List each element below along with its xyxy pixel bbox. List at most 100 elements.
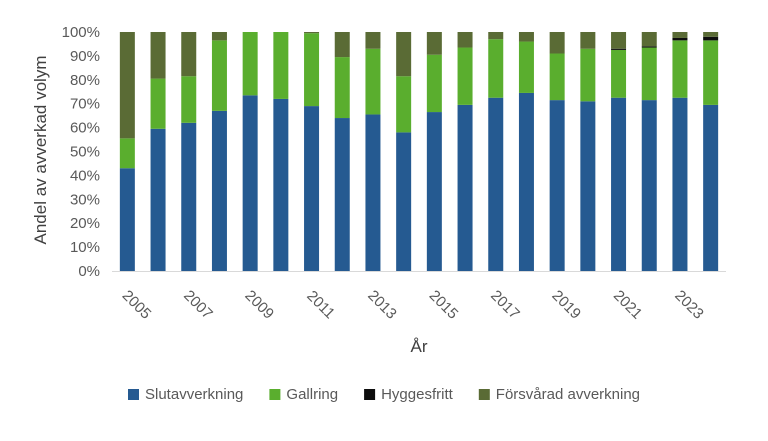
x-tick-label: 2021: [610, 287, 646, 323]
bar-segment-försvårad-avverkning-2012: [334, 32, 350, 58]
bar-segment-försvårad-avverkning-2007: [181, 32, 197, 77]
bar-segment-slutavverkning-2014: [396, 132, 412, 271]
bar-segment-slutavverkning-2009: [242, 95, 258, 271]
y-tick-label: 90%: [70, 48, 100, 65]
bar-segment-försvårad-avverkning-2006: [150, 32, 166, 79]
bar-segment-gallring-2019: [549, 53, 565, 101]
y-tick-label: 100%: [62, 24, 100, 41]
legend-label: Försvårad avverkning: [496, 386, 640, 403]
bar-segment-slutavverkning-2018: [518, 92, 534, 271]
bar-segment-slutavverkning-2019: [549, 100, 565, 272]
bar-segment-gallring-2024: [703, 40, 719, 105]
y-tick-label: 50%: [70, 144, 100, 161]
bar-segment-gallring-2021: [611, 49, 627, 98]
bar-segment-hyggesfritt-2023: [672, 37, 688, 41]
y-axis: 0% 10% 20% 30% 40% 50% 60% 70% 80% 90% 100%: [62, 24, 100, 280]
y-tick-label: 20%: [70, 215, 100, 232]
bar-segment-slutavverkning-2023: [672, 97, 688, 271]
y-tick-label: 30%: [70, 191, 100, 208]
bar-segment-slutavverkning-2005: [119, 168, 135, 271]
y-axis-title: Andel av avverkad volym: [31, 56, 50, 245]
y-tick-label: 40%: [70, 167, 100, 184]
bar-segment-slutavverkning-2012: [334, 118, 350, 271]
x-axis: 2005 2007 2009 2011 2013 2015 2017 2019 2021 2023: [112, 271, 726, 323]
x-tick-label: 2007: [180, 287, 216, 323]
x-tick-label: 2019: [548, 287, 584, 323]
x-tick-label: 2011: [303, 287, 338, 322]
bar-segment-försvårad-avverkning-2023: [672, 32, 688, 38]
bar-segment-slutavverkning-2022: [641, 100, 657, 272]
x-tick-label: 2009: [241, 287, 277, 323]
bar-segment-slutavverkning-2011: [304, 106, 320, 271]
bar-segment-slutavverkning-2008: [211, 110, 227, 272]
legend-item: Gallring: [269, 386, 338, 403]
bar-segment-slutavverkning-2006: [150, 128, 166, 271]
bar-segment-slutavverkning-2013: [365, 114, 381, 271]
x-tick-label: 2017: [487, 287, 523, 323]
legend-label: Gallring: [286, 386, 338, 403]
x-tick-label: 2005: [119, 287, 155, 323]
x-tick-label: 2015: [426, 287, 462, 323]
bar-segment-gallring-2017: [488, 39, 504, 98]
bar-segment-försvårad-avverkning-2013: [365, 32, 381, 49]
bar-segment-försvårad-avverkning-2005: [119, 32, 135, 139]
legend-swatch: [128, 389, 139, 400]
legend-item: Hyggesfritt: [364, 386, 454, 403]
bar-segment-slutavverkning-2017: [488, 97, 504, 271]
bar-segment-slutavverkning-2010: [273, 98, 289, 271]
bar-segment-gallring-2010: [273, 32, 289, 99]
bar-segment-gallring-2018: [518, 41, 534, 93]
bar-segment-gallring-2020: [580, 48, 596, 102]
legend-swatch: [269, 389, 281, 400]
bar-segment-slutavverkning-2016: [457, 104, 473, 272]
bar-segment-försvårad-avverkning-2008: [211, 32, 227, 41]
legend-swatch: [478, 389, 490, 400]
bar-segment-gallring-2014: [396, 76, 412, 133]
bar-segment-försvårad-avverkning-2015: [426, 32, 442, 55]
x-tick-label: 2013: [364, 287, 400, 323]
bar-segment-gallring-2009: [242, 32, 258, 96]
legend-label: Slutavverkning: [145, 386, 243, 403]
bar-segment-försvårad-avverkning-2021: [611, 32, 627, 49]
x-tick-label: 2023: [671, 287, 707, 323]
bar-segment-gallring-2011: [304, 33, 320, 107]
bar-segment-gallring-2005: [119, 138, 135, 169]
bar-segment-hyggesfritt-2022: [641, 46, 657, 48]
bar-segment-gallring-2022: [641, 47, 657, 101]
legend-swatch: [364, 389, 376, 400]
x-axis-title: År: [411, 337, 428, 356]
bar-segment-slutavverkning-2024: [703, 104, 719, 272]
legend-item: Försvårad avverkning: [478, 386, 640, 403]
bar-segment-slutavverkning-2015: [426, 112, 442, 271]
y-tick-label: 80%: [70, 72, 100, 89]
bar-segment-gallring-2012: [334, 57, 350, 119]
legend-label: Hyggesfritt: [381, 386, 454, 403]
legend-item: Slutavverkning: [128, 386, 243, 403]
bar-segment-försvårad-avverkning-2020: [580, 32, 596, 49]
y-tick-label: 10%: [70, 239, 100, 256]
bar-segment-försvårad-avverkning-2016: [457, 32, 473, 48]
bar-segment-försvårad-avverkning-2019: [549, 32, 565, 54]
y-tick-label: 70%: [70, 96, 100, 113]
bar-segment-försvårad-avverkning-2014: [396, 32, 412, 77]
bar-segment-gallring-2008: [211, 40, 227, 111]
bar-segment-gallring-2013: [365, 48, 381, 115]
bar-segment-försvårad-avverkning-2018: [518, 32, 534, 42]
bar-segment-hyggesfritt-2021: [611, 48, 627, 50]
bar-segment-gallring-2006: [150, 78, 166, 129]
y-tick-label: 60%: [70, 120, 100, 137]
bar-segment-försvårad-avverkning-2024: [703, 32, 719, 37]
bar-segment-hyggesfritt-2024: [703, 36, 719, 41]
bar-segment-försvårad-avverkning-2017: [488, 32, 504, 40]
bar-segment-gallring-2015: [426, 54, 442, 113]
legend: Slutavverkning Gallring Hyggesfritt Försvår…: [128, 386, 640, 403]
bar-segment-slutavverkning-2020: [580, 101, 596, 271]
bar-segment-försvårad-avverkning-2022: [641, 32, 657, 47]
bar-segment-gallring-2016: [457, 47, 473, 105]
bar-segment-gallring-2023: [672, 40, 688, 98]
bar-segment-gallring-2007: [181, 76, 197, 123]
y-tick-label: 0%: [78, 263, 100, 280]
plot-area: [119, 32, 719, 272]
